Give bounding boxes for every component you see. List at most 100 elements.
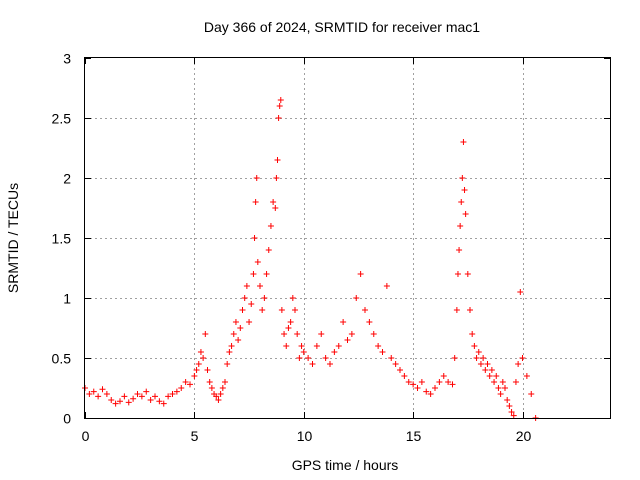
data-point xyxy=(117,398,123,405)
data-point xyxy=(436,379,443,385)
data-point xyxy=(459,175,466,181)
data-point xyxy=(112,400,119,407)
data-point xyxy=(90,388,97,395)
data-point xyxy=(353,295,360,301)
data-point xyxy=(480,355,487,361)
data-point xyxy=(277,97,284,103)
data-points xyxy=(82,97,539,421)
x-tick-label: 10 xyxy=(297,428,313,444)
data-point xyxy=(289,295,296,301)
data-point xyxy=(275,115,282,121)
data-point xyxy=(222,379,228,385)
data-point xyxy=(460,139,467,145)
y-tick-label: 0 xyxy=(63,411,71,427)
data-point xyxy=(224,361,231,367)
data-point xyxy=(517,289,524,295)
data-point xyxy=(276,103,283,109)
data-point xyxy=(281,331,288,337)
data-point xyxy=(491,379,498,385)
data-point xyxy=(241,295,248,301)
data-point xyxy=(462,211,469,217)
data-point xyxy=(165,393,172,400)
data-point xyxy=(228,343,235,349)
data-point xyxy=(414,385,421,391)
data-point xyxy=(274,157,281,163)
data-point xyxy=(357,271,364,277)
data-point xyxy=(252,199,259,205)
data-point xyxy=(344,337,351,343)
data-point xyxy=(103,391,110,397)
data-point xyxy=(495,385,502,391)
data-point xyxy=(502,385,508,391)
data-point xyxy=(327,361,333,367)
data-point xyxy=(453,307,460,313)
data-point xyxy=(309,361,316,367)
data-point xyxy=(313,343,320,349)
data-point xyxy=(458,199,465,205)
x-axis-label: GPS time / hours xyxy=(292,457,399,473)
data-point xyxy=(191,373,198,379)
series-srmtid xyxy=(82,97,539,421)
data-point xyxy=(340,319,347,325)
data-point xyxy=(456,247,463,253)
data-point xyxy=(508,409,515,415)
data-point xyxy=(484,361,491,367)
data-point xyxy=(287,319,294,325)
data-point xyxy=(523,373,530,379)
data-point xyxy=(273,175,280,181)
data-point xyxy=(497,391,504,397)
data-point xyxy=(519,355,526,361)
data-point xyxy=(331,349,338,355)
data-point xyxy=(285,325,292,331)
tick-layer xyxy=(85,58,610,419)
data-point xyxy=(248,301,255,307)
data-point xyxy=(423,388,430,395)
data-point xyxy=(213,393,220,400)
data-point xyxy=(206,379,213,385)
data-point xyxy=(182,379,189,385)
data-point xyxy=(482,367,489,373)
data-point xyxy=(410,381,417,388)
data-point xyxy=(143,388,150,395)
data-point xyxy=(95,393,102,400)
data-point xyxy=(401,373,408,379)
data-point xyxy=(454,271,461,277)
data-point xyxy=(232,319,239,325)
data-point xyxy=(283,343,290,349)
data-point xyxy=(397,367,403,373)
data-point xyxy=(219,385,226,391)
data-point xyxy=(348,331,355,337)
data-point xyxy=(200,355,207,361)
data-point xyxy=(475,349,482,355)
data-point xyxy=(296,355,303,361)
data-point xyxy=(499,379,506,385)
data-point xyxy=(208,385,215,391)
data-point xyxy=(254,259,261,265)
data-point xyxy=(169,391,176,397)
y-tick-label: 1.5 xyxy=(52,231,72,247)
data-point xyxy=(469,331,476,337)
data-point xyxy=(152,393,158,400)
y-tick-label: 2.5 xyxy=(52,111,72,127)
data-point xyxy=(467,307,473,313)
data-point xyxy=(432,385,438,391)
data-point xyxy=(257,283,263,289)
chart-title: Day 366 of 2024, SRMTID for receiver mac… xyxy=(204,19,480,35)
data-point xyxy=(187,381,193,388)
data-point xyxy=(202,331,209,337)
data-point xyxy=(461,187,468,193)
data-point xyxy=(471,343,478,349)
data-point xyxy=(493,373,500,379)
data-point xyxy=(305,355,312,361)
plot-frame xyxy=(84,57,611,419)
data-point xyxy=(235,337,242,343)
data-point xyxy=(160,400,167,407)
data-point xyxy=(125,399,132,406)
data-point xyxy=(99,386,106,393)
data-point xyxy=(251,235,258,241)
data-point xyxy=(362,307,368,313)
data-point xyxy=(300,349,307,355)
data-point xyxy=(512,379,519,385)
data-point xyxy=(259,307,266,313)
